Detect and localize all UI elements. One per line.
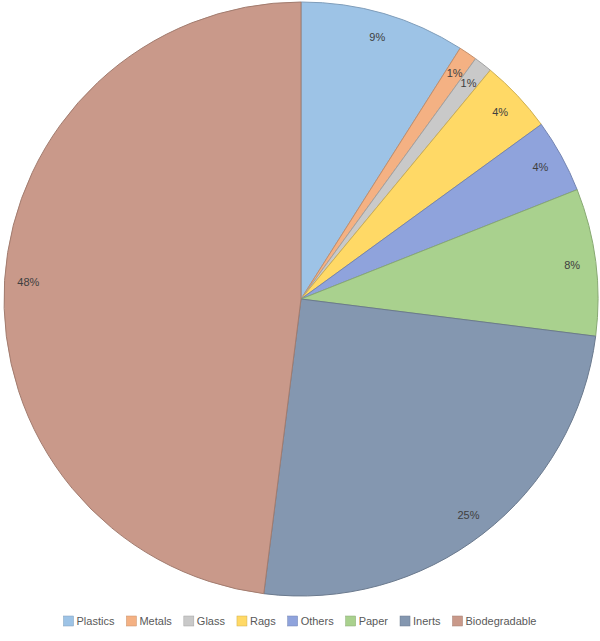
legend-swatch xyxy=(453,616,463,626)
legend-item: Inerts xyxy=(400,615,441,627)
legend-label: Inerts xyxy=(413,615,441,627)
pie-slice xyxy=(264,299,596,596)
legend-swatch xyxy=(126,616,136,626)
legend-label: Metals xyxy=(139,615,172,627)
legend-item: Biodegradable xyxy=(453,615,537,627)
data-label: 25% xyxy=(457,509,479,521)
legend-swatch xyxy=(288,616,298,626)
legend-label: Rags xyxy=(250,615,276,627)
data-label: 4% xyxy=(492,106,508,118)
data-label: 9% xyxy=(369,31,385,43)
legend-swatch xyxy=(237,616,247,626)
data-label: 1% xyxy=(461,77,477,89)
legend-item: Glass xyxy=(184,615,226,627)
pie-slice xyxy=(4,2,301,594)
legend-item: Plastics xyxy=(64,615,115,627)
legend-item: Metals xyxy=(126,615,172,627)
legend-item: Rags xyxy=(237,615,276,627)
legend-item: Others xyxy=(288,615,335,627)
legend-label: Paper xyxy=(359,615,389,627)
data-label: 8% xyxy=(564,259,580,271)
legend-label: Plastics xyxy=(77,615,115,627)
legend: Plastics Metals Glass Rags Others Paper Inerts… xyxy=(64,615,537,627)
legend-label: Glass xyxy=(197,615,226,627)
data-label: 4% xyxy=(532,161,548,173)
legend-swatch xyxy=(346,616,356,626)
legend-item: Paper xyxy=(346,615,389,627)
legend-label: Biodegradable xyxy=(466,615,537,627)
legend-label: Others xyxy=(301,615,335,627)
chart: 9%1%1%4%4%8%25%48%PlasticsMetalsGlassRag… xyxy=(0,0,600,641)
legend-swatch xyxy=(184,616,194,626)
legend-swatch xyxy=(400,616,410,626)
data-label: 48% xyxy=(17,276,39,288)
data-labels: 9%1%1%4%4%8%25%48% xyxy=(17,31,580,521)
pie xyxy=(4,2,598,596)
legend-swatch xyxy=(64,616,74,626)
